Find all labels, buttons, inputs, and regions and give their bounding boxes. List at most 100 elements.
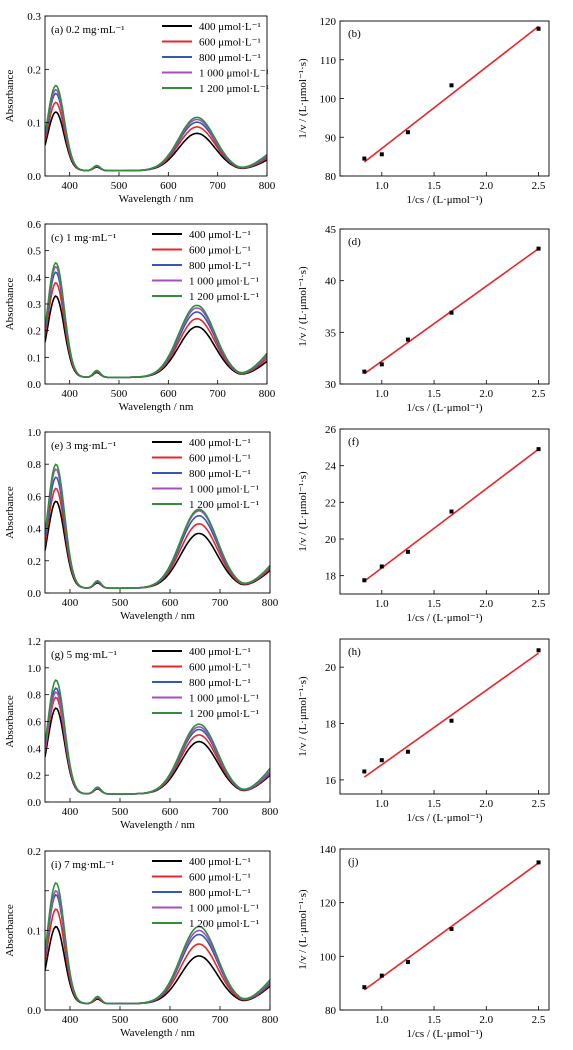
x-tick-label: 1.0: [375, 180, 389, 192]
y-tick-label: 18: [325, 719, 337, 731]
y-tick-label: 120: [320, 898, 337, 910]
x-axis-label: Wavelength / nm: [119, 193, 194, 205]
y-tick-label: 0.0: [27, 379, 41, 391]
data-point: [379, 362, 384, 367]
data-point: [379, 564, 384, 569]
y-tick-label: 0.2: [27, 556, 41, 568]
series-line: [45, 261, 267, 379]
legend-label: 400 μmol·L⁻¹: [199, 21, 261, 33]
y-tick-label: 0.0: [27, 171, 41, 183]
x-tick-label: 600: [160, 388, 177, 400]
y-tick-label: 0.2: [27, 64, 41, 76]
y-tick-label: 100: [320, 951, 337, 963]
series-line: [45, 679, 270, 795]
legend-label: 400 μmol·L⁻¹: [189, 229, 251, 241]
y-tick-label: 0.4: [27, 524, 41, 536]
legend-label: 1 000 μmol·L⁻¹: [189, 693, 259, 705]
panel-title: (c) 1 mg·mL⁻¹: [51, 232, 116, 244]
y-tick-label: 0.0: [27, 1005, 41, 1017]
y-tick-label: 120: [320, 16, 337, 28]
data-point: [536, 648, 541, 653]
y-tick-label: 0.2: [27, 326, 41, 338]
panel-title: (f): [348, 436, 359, 448]
x-tick-label: 400: [62, 1014, 79, 1026]
legend-label: 1 000 μmol·L⁻¹: [199, 68, 269, 80]
x-axis-label: Wavelength / nm: [120, 610, 195, 622]
y-tick-label: 0.0: [27, 588, 41, 600]
x-axis-label: Wavelength / nm: [120, 1027, 195, 1039]
x-tick-label: 800: [259, 180, 276, 192]
legend-label: 1 200 μmol·L⁻¹: [189, 499, 259, 511]
data-point: [405, 549, 410, 554]
legend-label: 1 000 μmol·L⁻¹: [189, 276, 259, 288]
x-tick-label: 2.5: [532, 388, 546, 400]
y-tick-label: 0.1: [27, 926, 41, 938]
x-tick-label: 2.0: [479, 180, 493, 192]
x-tick-label: 1.5: [427, 180, 441, 192]
data-point: [405, 130, 410, 135]
x-tick-label: 1.0: [375, 388, 389, 400]
fit-line: [363, 448, 540, 582]
x-tick-label: 800: [259, 388, 276, 400]
y-tick-label: 1.0: [27, 663, 41, 675]
series-line: [45, 101, 267, 172]
x-tick-label: 700: [212, 1014, 229, 1026]
panel-title: (j): [348, 856, 359, 868]
data-point: [536, 860, 541, 865]
legend-label: 1 200 μmol·L⁻¹: [189, 708, 259, 720]
panel-title: (a) 0.2 mg·mL⁻¹: [51, 24, 125, 36]
x-tick-label: 1.5: [427, 388, 441, 400]
series-group: [45, 84, 267, 172]
x-tick-label: 400: [61, 180, 78, 192]
plot-frame: [44, 15, 268, 177]
y-axis-label: 1/v / (L·μmol⁻¹·s): [297, 58, 309, 139]
data-point: [449, 509, 454, 514]
y-tick-label: 100: [320, 94, 337, 106]
y-axis-label: 1/v / (L·μmol⁻¹·s): [297, 266, 309, 347]
data-point: [449, 926, 454, 931]
y-tick-label: 90: [325, 132, 337, 144]
y-tick-label: 16: [325, 775, 337, 787]
data-point: [405, 749, 410, 754]
y-tick-label: 30: [325, 379, 337, 391]
y-axis-label: 1/v / (L·μmol⁻¹·s): [297, 889, 309, 970]
plot-frame: [339, 638, 550, 795]
series-group: [45, 679, 270, 795]
x-tick-label: 2.5: [532, 180, 546, 192]
spectrum-chart: 400 500 600 700 800 0.0 0.1 0.2 0.3 0.4 0.5 0.6 (c) …: [4, 219, 276, 413]
x-axis-label: 1/cs / (L·μmol⁻¹): [406, 194, 482, 206]
y-tick-label: 45: [325, 224, 337, 236]
data-point: [362, 578, 367, 583]
kinetics-chart: 1.0 1.5 2.0 2.5 18 20 22 24 26 (f) 1/cs / (L·μmol⁻…: [297, 424, 550, 624]
x-tick-label: 1.0: [375, 1014, 389, 1026]
series-line: [45, 707, 270, 795]
spectrum-chart: 400 500 600 700 800 0.0 0.2 0.4 0.6 0.8 1.0 (e) 3 m…: [4, 427, 279, 622]
x-tick-label: 1.5: [427, 598, 441, 610]
data-point: [536, 447, 541, 452]
y-tick-label: 24: [325, 461, 337, 473]
y-tick-label: 18: [325, 571, 337, 583]
plot-frame: [44, 431, 271, 594]
data-point: [362, 156, 367, 161]
legend-label: 400 μmol·L⁻¹: [189, 437, 251, 449]
fit-line: [363, 25, 540, 163]
series-group: [45, 881, 270, 1005]
y-axis-label: Absorbance: [4, 486, 16, 539]
series-line: [45, 111, 267, 172]
y-tick-label: 0.0: [27, 797, 41, 809]
data-point: [362, 985, 367, 990]
plot-frame: [339, 848, 550, 1011]
y-tick-label: 0.6: [27, 491, 41, 503]
legend-label: 600 μmol·L⁻¹: [189, 872, 251, 884]
panel-title: (b): [348, 28, 361, 40]
y-axis-label: Absorbance: [4, 70, 16, 123]
series-line: [45, 84, 267, 172]
x-tick-label: 400: [62, 806, 79, 818]
panel-title: (h): [348, 646, 361, 658]
legend-label: 800 μmol·L⁻¹: [189, 677, 251, 689]
series-line: [45, 500, 270, 589]
x-tick-label: 700: [212, 806, 229, 818]
data-point: [449, 310, 454, 315]
x-tick-label: 700: [212, 597, 229, 609]
